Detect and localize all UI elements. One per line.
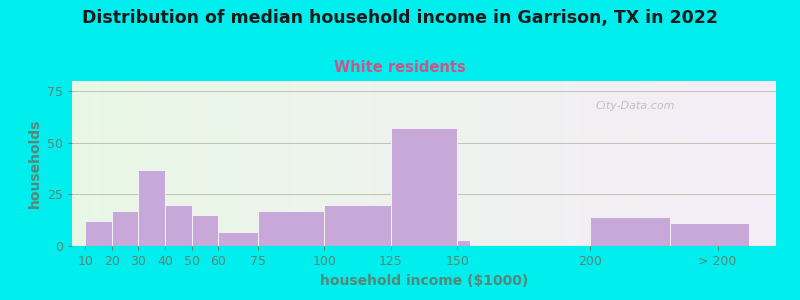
Bar	[86, 221, 112, 246]
Bar	[258, 211, 324, 246]
Text: Distribution of median household income in Garrison, TX in 2022: Distribution of median household income …	[82, 9, 718, 27]
Bar	[458, 240, 470, 246]
Y-axis label: households: households	[27, 119, 42, 208]
Bar	[191, 215, 218, 246]
Bar	[670, 223, 750, 246]
Bar	[138, 170, 165, 246]
Bar	[112, 211, 138, 246]
Bar	[390, 128, 458, 246]
Text: City-Data.com: City-Data.com	[595, 101, 675, 111]
Bar	[218, 232, 258, 246]
Bar	[165, 205, 191, 246]
Bar	[324, 205, 390, 246]
X-axis label: household income ($1000): household income ($1000)	[320, 274, 528, 288]
Bar	[590, 217, 670, 246]
Text: White residents: White residents	[334, 60, 466, 75]
